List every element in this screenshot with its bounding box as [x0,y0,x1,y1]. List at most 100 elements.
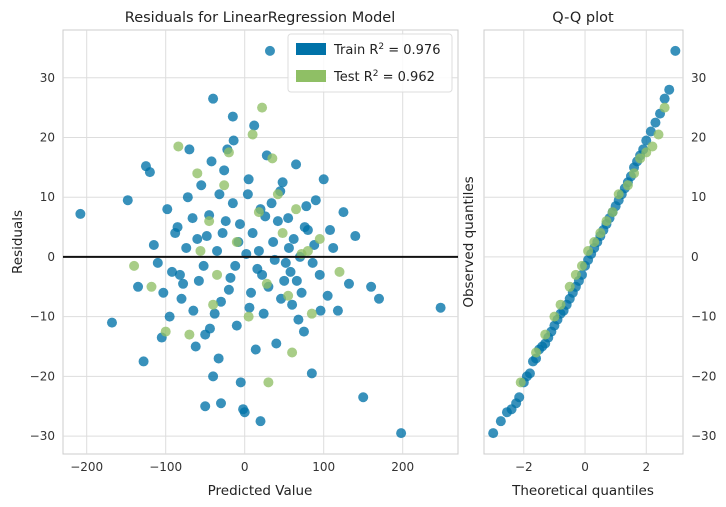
data-point-train [148,239,159,250]
data-point-train [249,120,260,131]
data-point-train [488,428,499,439]
data-point-train [291,159,302,170]
data-point-train [296,287,307,298]
residuals-plot-area [62,29,459,455]
data-point-train [307,257,318,268]
data-point-train [293,314,304,325]
data-point-test [204,216,215,227]
data-point-train [196,180,207,191]
legend: Train R2 = 0.976 Test R2 = 0.962 [287,33,453,93]
data-point-train [350,231,361,242]
data-point-train [178,278,189,289]
data-point-train [247,228,258,239]
data-point-train [176,293,187,304]
qq-plot-area [483,29,684,455]
data-point-train [328,242,339,253]
x-tick-label: −200 [70,460,103,474]
data-point-train [641,135,652,146]
data-point-train [198,260,209,271]
data-point-train [266,198,277,209]
residuals-title: Residuals for LinearRegression Model [125,10,395,26]
data-point-train [315,305,326,316]
data-point-train [227,111,238,122]
data-point-train [208,93,219,104]
data-point-train [322,290,333,301]
qq-y-tick-labels: −30 −20 −10 0 10 20 30 [691,71,716,443]
data-point-train [524,368,535,379]
qq-x-tick-labels: −2 0 2 [515,460,650,474]
data-point-train [219,165,230,176]
data-point-train [216,398,226,409]
data-point-train [75,208,86,219]
data-point-test [257,102,268,113]
data-point-train [213,353,224,364]
data-point-train [287,299,298,310]
data-point-train [200,401,211,412]
data-point-train [209,308,220,319]
data-point-train [182,192,193,203]
residuals-y-tick-labels: −30 −20 −10 0 10 20 30 [30,71,55,443]
data-point-train [164,311,175,322]
data-point-test [589,237,600,247]
data-point-test [555,299,566,310]
data-point-test [622,180,633,191]
data-point-train [231,320,242,331]
y-tick-label: 10 [691,190,706,204]
data-point-test [659,102,670,113]
data-point-train [272,216,283,227]
data-point-test [261,278,272,289]
data-point-test [302,245,313,256]
legend-entry-test: Test R2 = 0.962 [296,69,435,85]
data-point-test [629,168,640,179]
data-point-train [204,323,215,334]
x-tick-label: −100 [149,460,182,474]
data-point-train [239,407,250,418]
qq-points [488,45,681,439]
data-point-train [343,278,354,289]
data-point-test [570,269,581,280]
residuals-x-axis-label: Predicted Value [208,483,313,499]
data-point-train [246,287,257,298]
legend-entry-train: Train R2 = 0.976 [296,42,440,58]
data-point-train [495,416,506,427]
data-point-train [285,266,296,277]
data-point-train [255,416,266,427]
residuals-x-tick-labels: −200 −100 0 100 200 [70,460,414,474]
data-point-train [212,245,223,256]
data-point-train [223,284,234,295]
data-point-test [272,189,283,200]
y-tick-label: 30 [691,71,706,85]
data-point-test [647,141,658,152]
data-point-train [133,281,144,292]
legend-label-test: Test R2 = 0.962 [333,69,435,85]
x-tick-label: −2 [515,460,533,474]
data-point-train [318,174,329,185]
data-point-train [167,266,178,277]
y-tick-label: 10 [40,190,55,204]
data-point-test [306,308,317,319]
data-point-test [613,189,624,200]
data-point-train [214,189,225,200]
data-point-train [325,225,336,236]
y-tick-label: −30 [30,429,55,443]
data-point-train [234,219,245,230]
data-point-train [374,293,384,304]
y-tick-label: 20 [691,130,706,144]
data-point-test [192,168,203,179]
data-point-train [243,174,254,185]
data-point-train [217,228,228,239]
data-point-train [670,45,681,56]
x-tick-label: 200 [391,460,414,474]
residuals-y-axis-label: Residuals [10,210,26,274]
data-point-train [227,198,238,209]
data-point-test [243,311,254,322]
data-point-test [160,326,171,337]
data-point-train [242,189,253,200]
data-point-train [190,341,201,352]
data-point-test [223,147,234,158]
data-point-test [173,141,184,152]
data-point-train [253,245,264,256]
data-point-train [192,234,203,245]
data-point-test [208,299,219,310]
